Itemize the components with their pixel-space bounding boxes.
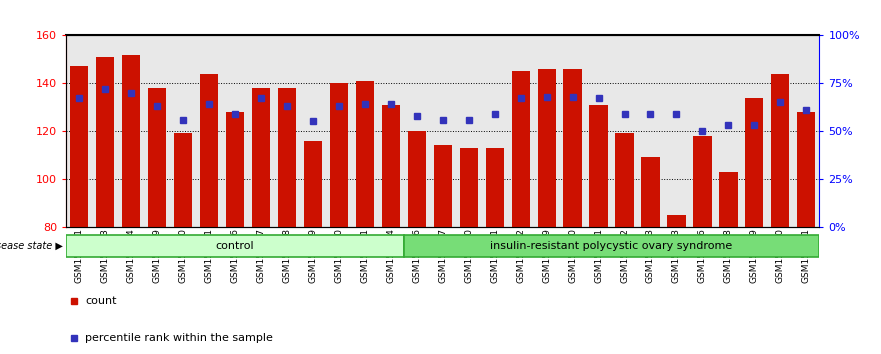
Bar: [693, 136, 712, 227]
Bar: [512, 71, 529, 227]
Bar: [611, 35, 638, 227]
Bar: [564, 69, 581, 227]
Bar: [304, 141, 322, 227]
Bar: [745, 97, 764, 227]
Bar: [174, 133, 192, 227]
Bar: [482, 35, 507, 227]
Bar: [278, 88, 296, 227]
Bar: [403, 235, 819, 257]
Bar: [668, 215, 685, 227]
Bar: [797, 112, 816, 227]
Bar: [381, 105, 400, 227]
Bar: [663, 35, 690, 227]
Bar: [378, 35, 403, 227]
Bar: [638, 35, 663, 227]
Bar: [433, 145, 452, 227]
Bar: [430, 35, 455, 227]
Text: insulin-resistant polycystic ovary syndrome: insulin-resistant polycystic ovary syndr…: [491, 241, 733, 251]
Bar: [274, 35, 300, 227]
Text: percentile rank within the sample: percentile rank within the sample: [85, 333, 273, 343]
Bar: [248, 35, 274, 227]
Bar: [196, 35, 222, 227]
Bar: [222, 35, 248, 227]
Bar: [485, 148, 504, 227]
Bar: [352, 35, 378, 227]
Bar: [92, 35, 118, 227]
Bar: [329, 83, 348, 227]
Text: count: count: [85, 296, 116, 306]
Bar: [200, 74, 218, 227]
Bar: [356, 81, 374, 227]
Bar: [719, 172, 737, 227]
Bar: [507, 35, 534, 227]
Bar: [641, 157, 660, 227]
Bar: [715, 35, 742, 227]
Bar: [589, 105, 608, 227]
Bar: [252, 88, 270, 227]
Bar: [742, 35, 767, 227]
Bar: [586, 35, 611, 227]
Bar: [326, 35, 352, 227]
Bar: [70, 67, 88, 227]
Bar: [534, 35, 559, 227]
Bar: [148, 88, 167, 227]
Bar: [300, 35, 326, 227]
Bar: [144, 35, 170, 227]
Bar: [226, 112, 244, 227]
Bar: [96, 57, 115, 227]
Bar: [118, 35, 144, 227]
Bar: [66, 235, 403, 257]
Bar: [537, 69, 556, 227]
Bar: [771, 74, 789, 227]
Bar: [767, 35, 794, 227]
Bar: [170, 35, 196, 227]
Bar: [690, 35, 715, 227]
Bar: [616, 133, 633, 227]
Bar: [460, 148, 478, 227]
Text: disease state ▶: disease state ▶: [0, 241, 63, 251]
Bar: [559, 35, 586, 227]
Bar: [408, 131, 426, 227]
Bar: [122, 55, 140, 227]
Bar: [66, 35, 92, 227]
Bar: [403, 35, 430, 227]
Bar: [455, 35, 482, 227]
Text: control: control: [216, 241, 255, 251]
Bar: [794, 35, 819, 227]
